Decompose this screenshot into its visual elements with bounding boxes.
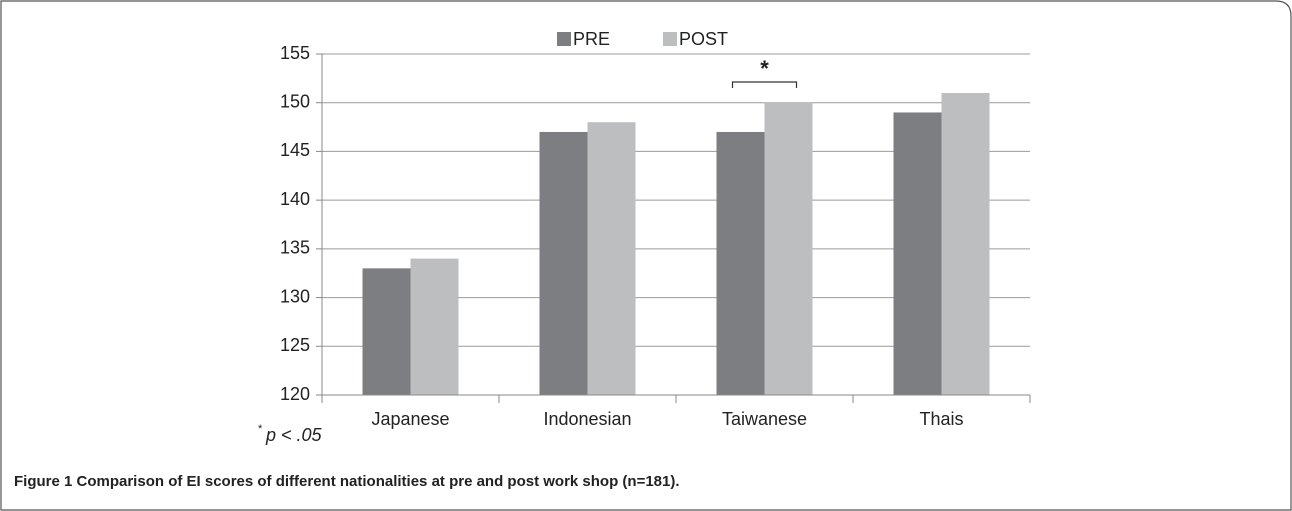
caption: Figure 1 Comparison of EI scores of diff…	[14, 473, 680, 490]
y-tick-label: 130	[280, 286, 310, 306]
footnote-marker: *	[258, 423, 263, 435]
y-tick-label: 120	[280, 384, 310, 404]
footnote: p < .05	[265, 425, 323, 445]
bar	[893, 112, 942, 395]
bar	[410, 258, 459, 395]
y-tick-label: 145	[280, 140, 310, 160]
bar	[362, 268, 411, 395]
x-tick-label: Thais	[919, 409, 963, 429]
y-tick-label: 140	[280, 189, 310, 209]
x-tick-label: Indonesian	[543, 409, 631, 429]
bar	[764, 102, 813, 395]
bar	[587, 122, 636, 395]
legend-label: POST	[679, 29, 728, 49]
y-tick-label: 135	[280, 238, 310, 258]
legend-label: PRE	[573, 29, 610, 49]
x-tick-label: Taiwanese	[722, 409, 807, 429]
y-tick-label: 125	[280, 335, 310, 355]
annotation: *	[760, 56, 769, 81]
significance-bracket	[731, 81, 798, 88]
legend-swatch	[663, 32, 677, 46]
y-tick-label: 150	[280, 91, 310, 111]
bar	[716, 131, 765, 395]
legend-swatch	[557, 32, 571, 46]
bar	[539, 131, 588, 395]
bar	[941, 92, 990, 395]
y-tick-label: 155	[280, 43, 310, 63]
x-tick-label: Japanese	[371, 409, 449, 429]
